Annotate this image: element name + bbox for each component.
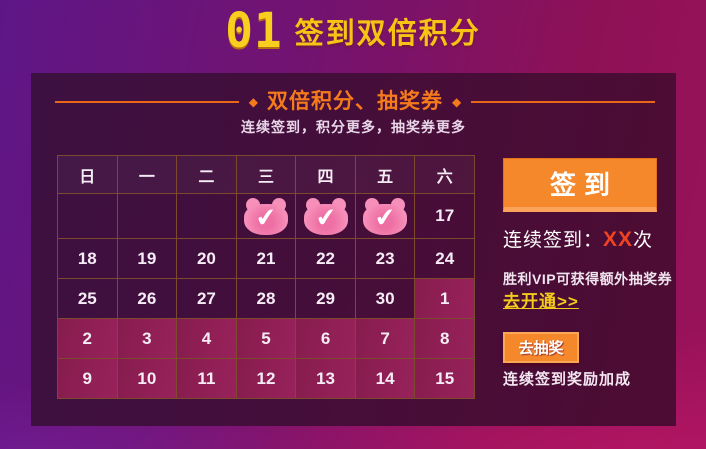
calendar-cell: 9	[58, 359, 118, 399]
streak-prefix: 连续签到：	[503, 230, 604, 251]
streak-suffix: 次	[633, 230, 654, 251]
calendar-cell: 13	[296, 359, 356, 399]
calendar-weekday: 二	[177, 156, 237, 194]
check-icon: ✔	[313, 201, 338, 233]
calendar-cell: 20	[177, 239, 237, 279]
calendar-cell: 18	[58, 239, 118, 279]
calendar-weekday: 日	[58, 156, 118, 194]
title-text: 签到双倍积分	[294, 17, 481, 50]
calendar-cell: 25	[58, 279, 118, 319]
page-title: 01 签到双倍积分	[0, 4, 706, 56]
title-number: 01	[225, 1, 283, 59]
calendar-cell-empty	[177, 194, 237, 239]
check-icon: ✔	[254, 201, 278, 233]
calendar-cell: 8	[415, 319, 475, 359]
calendar-cell: 1	[415, 279, 475, 319]
bear-head	[363, 203, 408, 235]
streak-count: XX	[603, 228, 634, 251]
calendar-cell: 26	[117, 279, 178, 319]
section-header: ◆ 双倍积分、抽奖券 ◆	[55, 91, 655, 112]
calendar-cell: 11	[177, 359, 237, 399]
calendar-weekday: 四	[296, 156, 356, 194]
bear-check-icon: ✔	[303, 197, 348, 235]
calendar-cell: 22	[296, 239, 356, 279]
bear-check-icon: ✔	[243, 197, 288, 235]
calendar-cell: 17	[415, 194, 475, 239]
vip-note: 胜利VIP可获得额外抽奖券	[503, 271, 673, 287]
bear-check-icon: ✔	[363, 197, 408, 235]
calendar-cell: 6	[296, 319, 356, 359]
calendar-cell: 14	[355, 359, 416, 399]
calendar-cell: 2	[58, 319, 118, 359]
signin-button[interactable]: 签到	[503, 158, 657, 212]
check-icon: ✔	[373, 201, 397, 233]
calendar-cell: 29	[296, 279, 356, 319]
signin-calendar: 日一二三四五六 ✔ ✔ ✔ 17 18 19 20 21 22 23 24 25 26 27 28 29 30 1 2…	[57, 155, 475, 399]
signin-panel: ◆ 双倍积分、抽奖券 ◆ 连续签到，积分更多，抽奖券更多 日一二三四五六 ✔ ✔ ✔ 1…	[31, 73, 676, 426]
calendar-cell-signed: ✔	[296, 194, 356, 239]
diamond-icon: ◆	[248, 94, 258, 109]
bear-head	[303, 203, 348, 235]
calendar-cell: 24	[415, 239, 475, 279]
header-line-right	[471, 100, 655, 103]
calendar-cell: 4	[177, 319, 237, 359]
calendar-weekday: 三	[236, 156, 297, 194]
calendar-cell: 30	[355, 279, 416, 319]
calendar-cell-empty	[58, 194, 118, 239]
section-title: 双倍积分、抽奖券	[267, 90, 443, 113]
calendar-cell-signed: ✔	[236, 194, 297, 239]
calendar-cell: 7	[355, 319, 416, 359]
lottery-note: 连续签到奖励加成	[503, 371, 632, 388]
calendar-cell: 23	[355, 239, 416, 279]
calendar-cell-empty	[117, 194, 178, 239]
calendar-weekday: 六	[415, 156, 475, 194]
calendar-cell-signed: ✔	[355, 194, 416, 239]
calendar-cell: 12	[236, 359, 297, 399]
calendar-cell: 15	[415, 359, 475, 399]
calendar-cell: 19	[117, 239, 178, 279]
lottery-button[interactable]: 去抽奖	[503, 332, 579, 363]
section-header-middle: ◆ 双倍积分、抽奖券 ◆	[249, 91, 461, 112]
vip-open-link[interactable]: 去开通>>	[503, 292, 579, 311]
calendar-cell: 21	[236, 239, 297, 279]
section-subtitle: 连续签到，积分更多，抽奖券更多	[241, 119, 466, 135]
diamond-icon: ◆	[452, 94, 462, 109]
calendar-cell: 27	[177, 279, 237, 319]
calendar-weekday: 一	[117, 156, 178, 194]
calendar-cell: 5	[236, 319, 297, 359]
streak-text: 连续签到：XX次	[503, 225, 653, 252]
bear-head	[243, 203, 288, 235]
calendar-cell: 3	[117, 319, 178, 359]
calendar-weekday: 五	[355, 156, 416, 194]
calendar-cell: 28	[236, 279, 297, 319]
calendar-cell: 10	[117, 359, 178, 399]
header-line-left	[55, 100, 239, 103]
